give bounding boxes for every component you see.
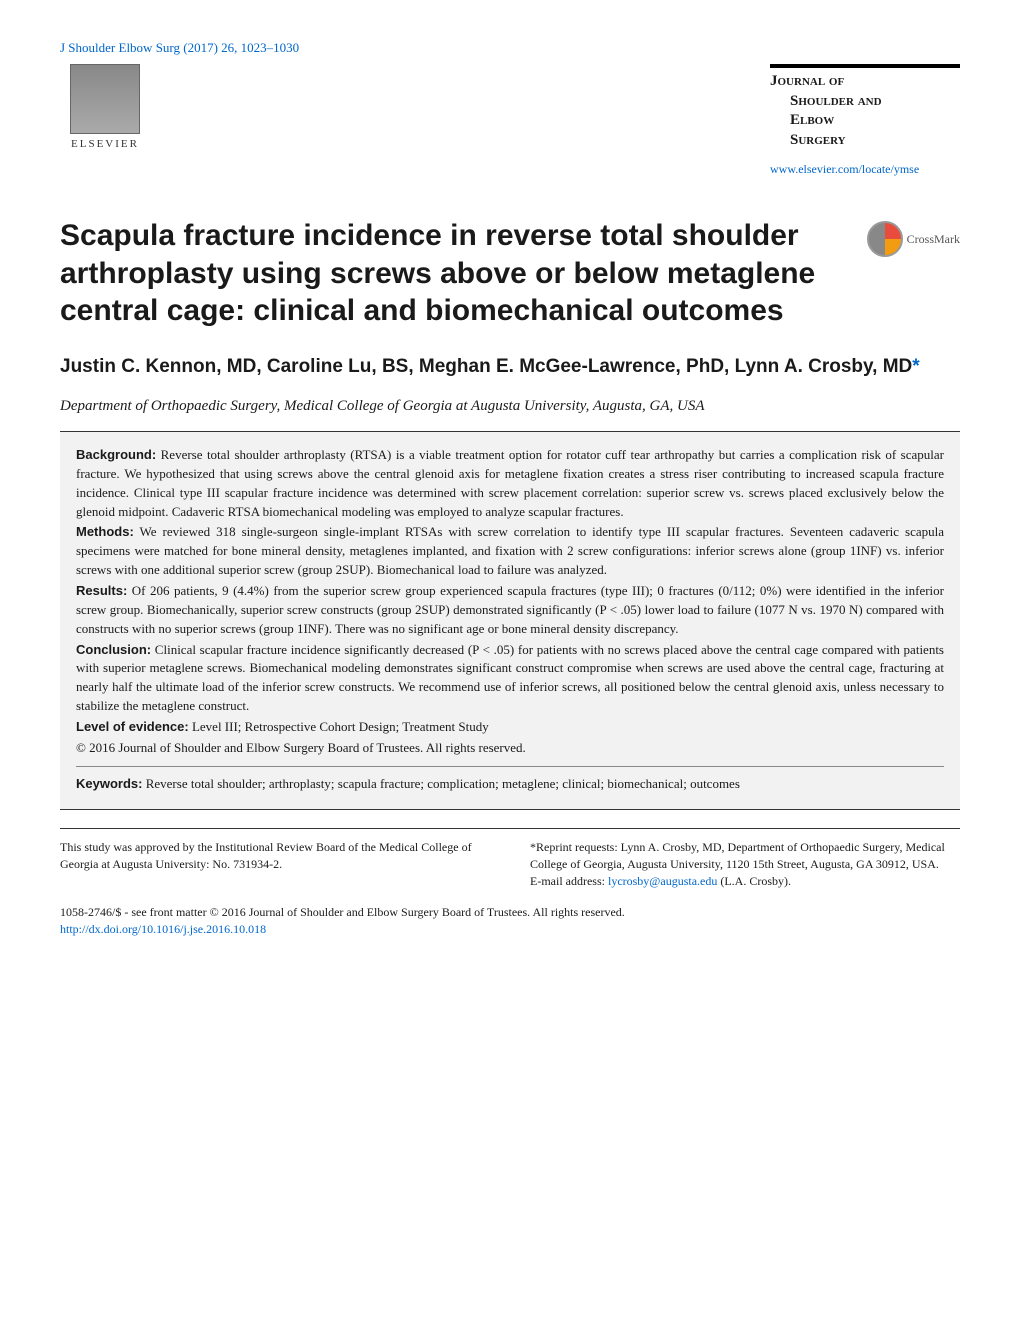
loe-text: Level III; Retrospective Cohort Design; … — [192, 719, 489, 734]
journal-title: Journal of Shoulder and Elbow Surgery — [770, 64, 960, 150]
email-label: E-mail address: — [530, 874, 608, 888]
authors-line: Justin C. Kennon, MD, Caroline Lu, BS, M… — [60, 354, 960, 381]
abstract-copyright: © 2016 Journal of Shoulder and Elbow Sur… — [76, 739, 944, 758]
conclusion-text: Clinical scapular fracture incidence sig… — [76, 642, 944, 714]
journal-line4: Surgery — [790, 131, 960, 151]
footer-right: *Reprint requests: Lynn A. Crosby, MD, D… — [530, 839, 960, 889]
results-text: Of 206 patients, 9 (4.4%) from the super… — [76, 583, 944, 636]
conclusion-label: Conclusion: — [76, 642, 151, 657]
front-matter: 1058-2746/$ - see front matter © 2016 Jo… — [60, 905, 625, 919]
footer-left: This study was approved by the Instituti… — [60, 839, 490, 889]
results-label: Results: — [76, 583, 127, 598]
abstract-keywords: Keywords: Reverse total shoulder; arthro… — [76, 766, 944, 794]
methods-label: Methods: — [76, 524, 134, 539]
citation-link[interactable]: J Shoulder Elbow Surg (2017) 26, 1023–10… — [60, 40, 960, 56]
journal-box: Journal of Shoulder and Elbow Surgery ww… — [770, 64, 960, 177]
journal-line2: Shoulder and — [790, 92, 960, 112]
abstract-results: Results: Of 206 patients, 9 (4.4%) from … — [76, 582, 944, 639]
email-link[interactable]: lycrosby@augusta.edu — [608, 874, 717, 888]
loe-label: Level of evidence: — [76, 719, 189, 734]
keywords-text: Reverse total shoulder; arthroplasty; sc… — [146, 776, 740, 791]
abstract-background: Background: Reverse total shoulder arthr… — [76, 446, 944, 521]
authors-text: Justin C. Kennon, MD, Caroline Lu, BS, M… — [60, 356, 912, 377]
abstract-loe: Level of evidence: Level III; Retrospect… — [76, 718, 944, 737]
affiliation: Department of Orthopaedic Surgery, Medic… — [60, 398, 960, 415]
journal-line1: Journal of — [770, 72, 960, 92]
crossmark-badge[interactable]: CrossMark — [867, 221, 960, 257]
methods-text: We reviewed 318 single-surgeon single-im… — [76, 524, 944, 577]
paper-title: Scapula fracture incidence in reverse to… — [60, 217, 820, 330]
corresponding-asterisk: * — [912, 356, 919, 377]
bottom-copyright: 1058-2746/$ - see front matter © 2016 Jo… — [60, 904, 960, 938]
elsevier-tree-icon — [70, 64, 140, 134]
journal-url-link[interactable]: www.elsevier.com/locate/ymse — [770, 162, 960, 177]
header-row: ELSEVIER Journal of Shoulder and Elbow S… — [60, 64, 960, 177]
title-row: Scapula fracture incidence in reverse to… — [60, 217, 960, 330]
email-suffix: (L.A. Crosby). — [717, 874, 791, 888]
crossmark-label: CrossMark — [907, 232, 960, 247]
publisher-name: ELSEVIER — [71, 138, 139, 150]
keywords-label: Keywords: — [76, 776, 142, 791]
abstract-conclusion: Conclusion: Clinical scapular fracture i… — [76, 641, 944, 716]
reprint-text: *Reprint requests: Lynn A. Crosby, MD, D… — [530, 840, 945, 871]
doi-link[interactable]: http://dx.doi.org/10.1016/j.jse.2016.10.… — [60, 922, 266, 936]
abstract-methods: Methods: We reviewed 318 single-surgeon … — [76, 523, 944, 580]
abstract-box: Background: Reverse total shoulder arthr… — [60, 431, 960, 810]
crossmark-icon — [867, 221, 903, 257]
background-label: Background: — [76, 447, 156, 462]
publisher-logo: ELSEVIER — [60, 64, 150, 164]
journal-line3: Elbow — [790, 111, 960, 131]
footer-row: This study was approved by the Instituti… — [60, 828, 960, 889]
background-text: Reverse total shoulder arthroplasty (RTS… — [76, 447, 944, 519]
